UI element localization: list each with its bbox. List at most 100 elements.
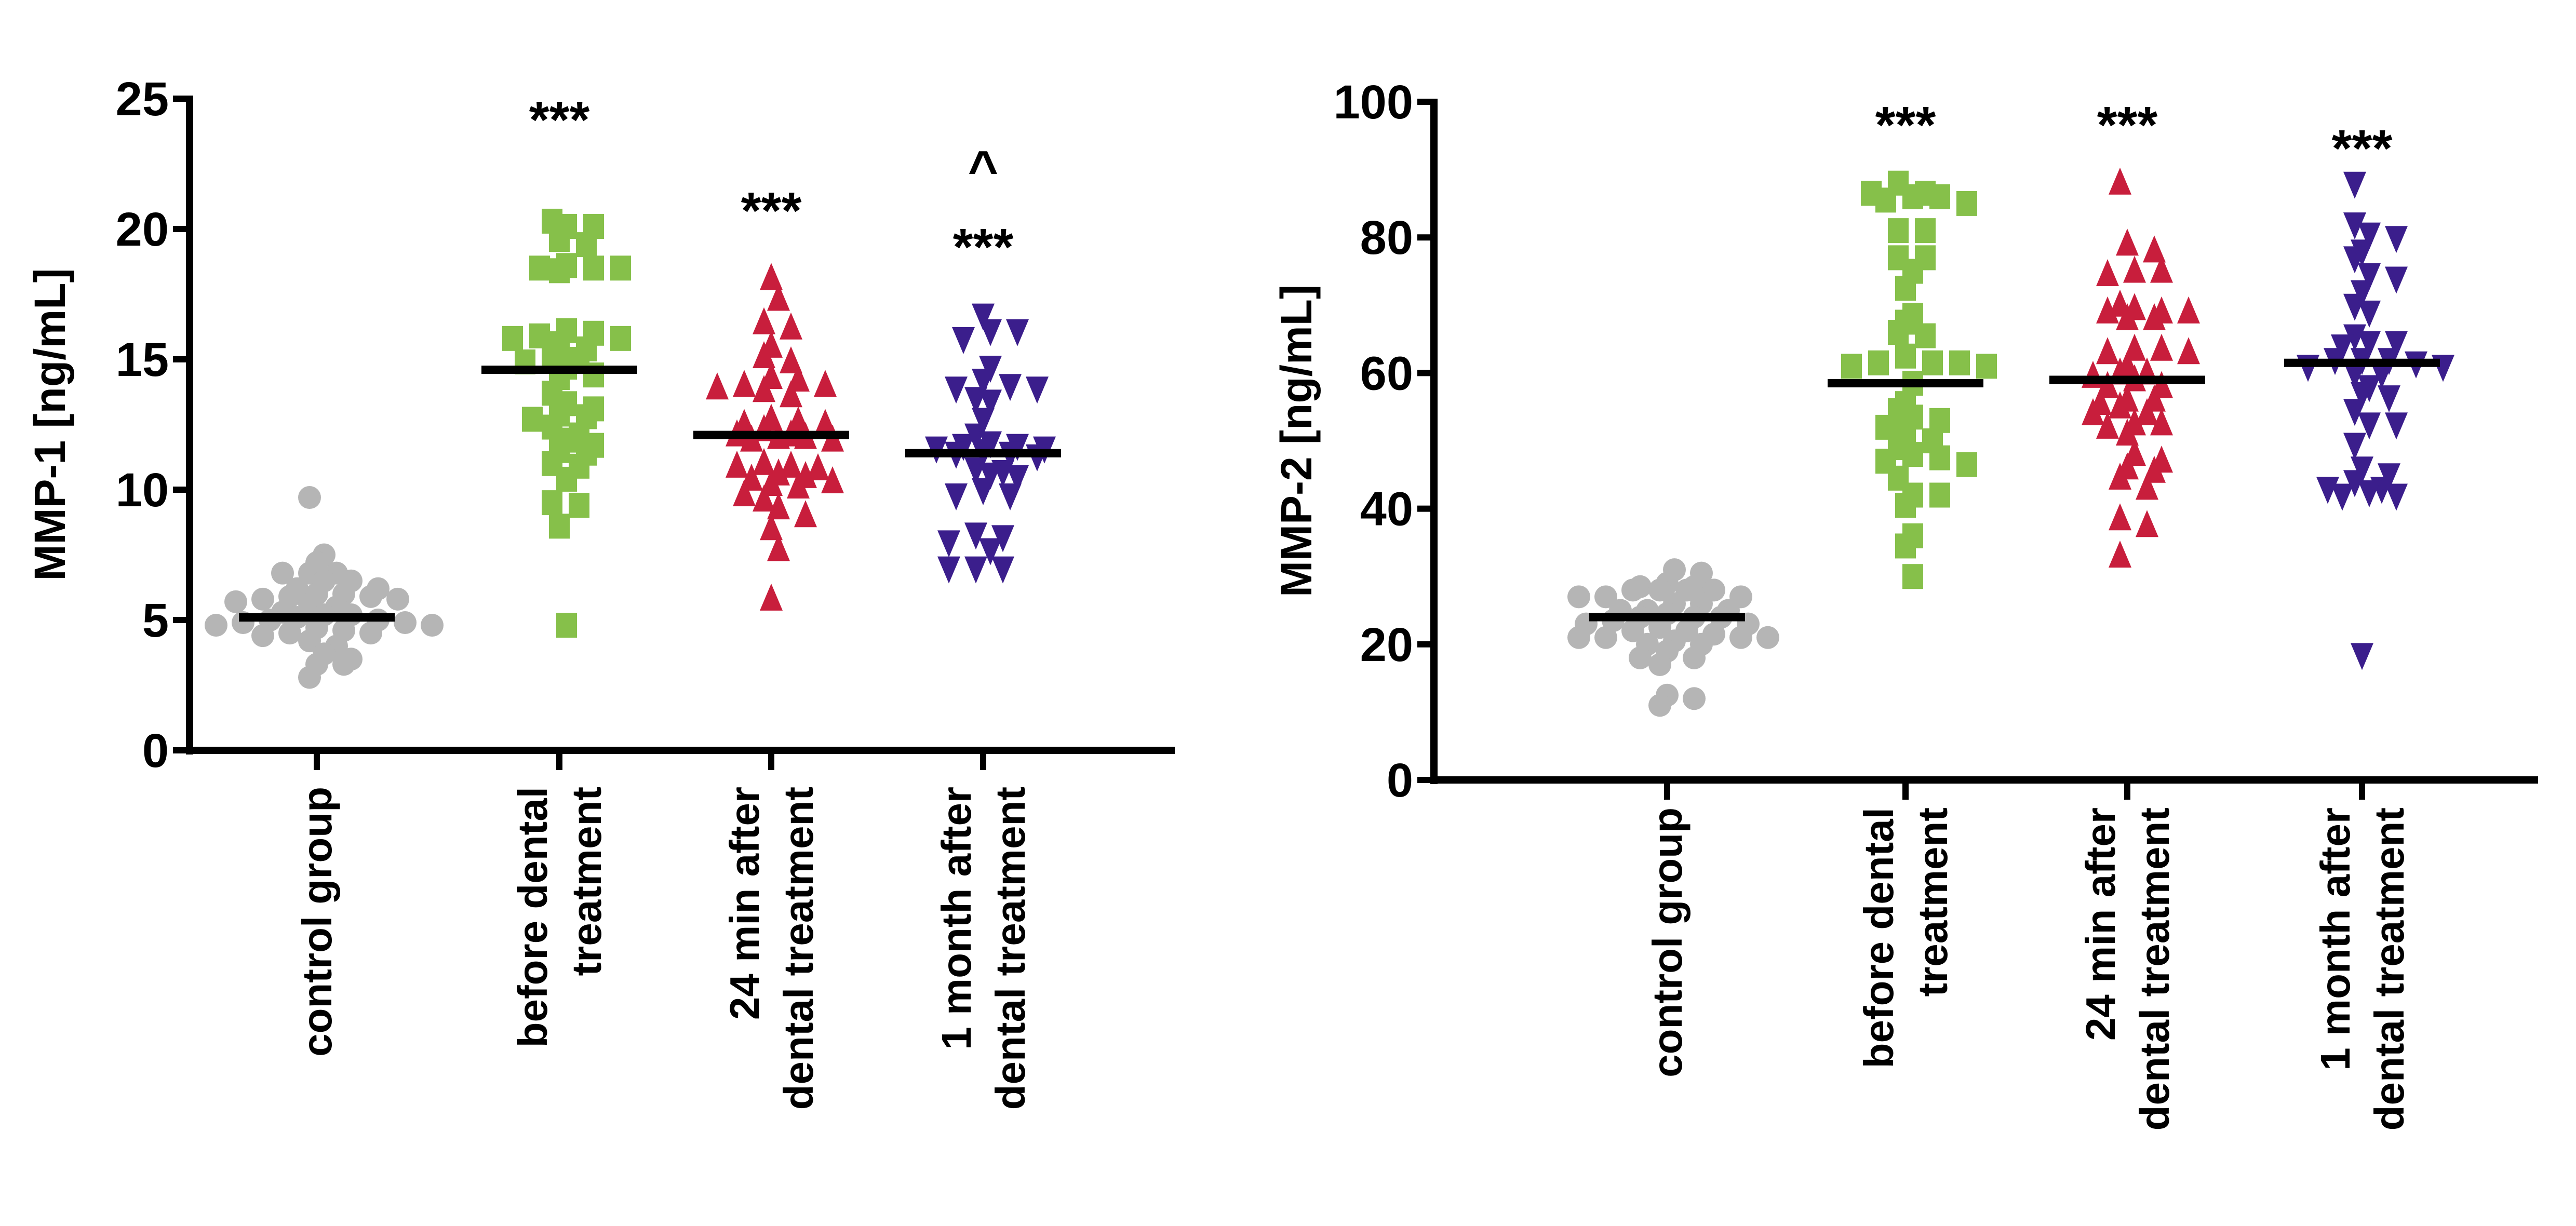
data-point-triangle-up xyxy=(2116,228,2139,256)
y-axis-title: MMP-1 [ng/mL] xyxy=(25,268,74,581)
data-point-triangle-down xyxy=(2351,382,2373,409)
data-point-circle xyxy=(359,585,382,608)
data-point-square xyxy=(556,613,577,638)
y-tick-label: 80 xyxy=(1360,211,1413,264)
data-point-triangle-up xyxy=(2109,503,2131,531)
data-point-triangle-down xyxy=(2358,480,2381,507)
data-point-triangle-down xyxy=(979,319,1002,346)
data-point-square xyxy=(1902,184,1923,209)
y-tick-label: 20 xyxy=(116,203,169,256)
data-point-triangle-down xyxy=(2370,361,2393,389)
data-point-circle xyxy=(298,486,321,509)
data-point-triangle-down xyxy=(2358,263,2381,291)
mmp2-chart: 0 20 40 60 80 100 MMP-2 [ng/mL] control group be… xyxy=(1272,76,2538,1130)
data-point-triangle-down xyxy=(999,374,1022,401)
data-point-triangle-down xyxy=(2343,324,2366,352)
data-point-triangle-up xyxy=(733,370,756,397)
x-category-label: 24 min after xyxy=(2077,807,2124,1041)
data-point-circle xyxy=(1594,626,1617,649)
data-point-circle xyxy=(1756,626,1779,649)
data-point-square xyxy=(610,255,631,281)
y-tick-label: 40 xyxy=(1360,483,1413,536)
significance-marker: *** xyxy=(2097,96,2158,154)
data-point-triangle-up xyxy=(2136,473,2158,500)
y-tick-label: 10 xyxy=(116,464,169,517)
data-point-circle xyxy=(1621,619,1644,642)
data-point-triangle-down xyxy=(2378,385,2400,413)
data-point-square xyxy=(1895,276,1916,301)
data-point-triangle-up xyxy=(2143,455,2166,483)
data-point-triangle-down xyxy=(2378,463,2400,491)
data-point-square xyxy=(1888,320,1909,345)
data-point-circle xyxy=(298,629,321,653)
data-point-triangle-down xyxy=(2343,293,2366,321)
data-point-circle xyxy=(1683,646,1706,669)
data-point-square xyxy=(1915,218,1936,244)
data-point-triangle-up xyxy=(2143,235,2166,263)
data-point-triangle-down xyxy=(2385,226,2408,253)
data-point-square xyxy=(556,466,577,492)
significance-marker: *** xyxy=(953,218,1014,276)
data-point-triangle-up xyxy=(780,312,802,340)
data-point-triangle-down xyxy=(964,423,987,451)
data-point-triangle-up xyxy=(767,492,790,520)
data-point-triangle-down xyxy=(2343,246,2366,274)
data-point-circle xyxy=(271,561,294,585)
y-tick-label: 60 xyxy=(1360,347,1413,400)
data-point-triangle-up xyxy=(2150,333,2173,361)
x-category-label: before dental xyxy=(1856,807,1902,1068)
data-point-square xyxy=(549,227,570,252)
data-point-triangle-down xyxy=(2351,643,2373,670)
data-point-triangle-down xyxy=(2343,212,2366,240)
data-point-square xyxy=(583,255,604,281)
x-category-label: 1 month after xyxy=(933,787,980,1050)
data-point-circle xyxy=(386,587,409,611)
x-category-label: dental treatment xyxy=(2131,807,2178,1130)
data-point-triangle-down xyxy=(2331,334,2354,362)
data-point-triangle-up xyxy=(2116,303,2139,330)
data-point-circle xyxy=(224,590,247,613)
data-point-triangle-down xyxy=(937,530,960,558)
data-point-triangle-up xyxy=(706,372,729,400)
data-point-square xyxy=(1902,564,1923,589)
data-point-triangle-up xyxy=(2123,333,2146,361)
data-point-circle xyxy=(1567,585,1590,609)
data-point-triangle-up xyxy=(2150,255,2173,283)
x-category-label: dental treatment xyxy=(987,787,1034,1110)
y-tick-label: 100 xyxy=(1334,76,1414,129)
data-point-circle xyxy=(1648,616,1671,639)
data-point-triangle-down xyxy=(2358,412,2381,440)
data-point-square xyxy=(1929,184,1950,209)
data-point-triangle-down xyxy=(937,556,960,584)
data-point-triangle-down xyxy=(952,327,975,354)
x-category-label: dental treatment xyxy=(2366,807,2412,1130)
data-point-triangle-up xyxy=(753,307,775,334)
data-point-square xyxy=(1895,343,1916,369)
data-point-circle xyxy=(421,614,444,637)
data-point-circle xyxy=(298,666,321,689)
data-point-triangle-up xyxy=(2123,255,2146,283)
data-point-triangle-up xyxy=(787,471,810,499)
y-axis-title: MMP-2 [ng/mL] xyxy=(1272,285,1321,597)
x-category-label: treatment xyxy=(564,787,610,976)
data-point-triangle-down xyxy=(979,462,1002,490)
data-point-triangle-up xyxy=(780,346,802,374)
y-tick-label: 25 xyxy=(116,73,169,126)
data-point-triangle-up xyxy=(2116,418,2139,446)
data-point-triangle-down xyxy=(2343,433,2366,460)
data-point-triangle-down xyxy=(991,525,1014,553)
data-point-triangle-down xyxy=(2343,470,2366,497)
data-point-triangle-up xyxy=(814,370,837,397)
data-point-square xyxy=(1841,354,1862,379)
data-point-square xyxy=(1956,452,1977,477)
data-point-triangle-up xyxy=(821,466,844,493)
data-point-square xyxy=(542,490,562,516)
data-point-square xyxy=(569,493,589,518)
y-tick-label: 20 xyxy=(1360,618,1413,671)
data-point-triangle-up xyxy=(753,341,775,368)
data-point-circle xyxy=(1683,687,1706,710)
data-point-square xyxy=(1902,442,1923,467)
data-point-triangle-up xyxy=(760,583,783,611)
data-point-circle xyxy=(394,611,417,635)
